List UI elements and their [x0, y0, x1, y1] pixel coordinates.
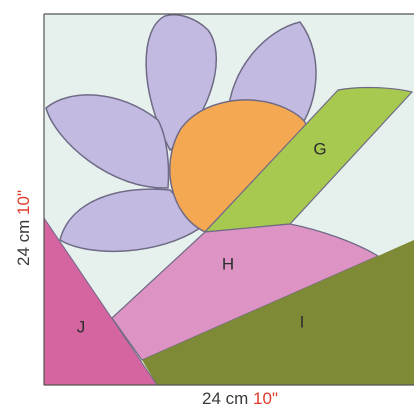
- width-dimension-label: 24 cm 10": [140, 389, 340, 409]
- piece-h: [111, 223, 380, 361]
- piece-g: [203, 86, 414, 233]
- height-dimension-label: 24 cm 10": [14, 128, 34, 328]
- height-metric: 24 cm: [14, 219, 33, 266]
- label-j: J: [77, 317, 86, 336]
- width-metric: 24 cm: [202, 389, 249, 408]
- label-h: H: [222, 254, 234, 273]
- width-imperial: 10": [253, 389, 278, 408]
- label-i: I: [300, 312, 305, 331]
- piece-i: [142, 240, 414, 385]
- flower-center: [169, 99, 307, 233]
- label-g: G: [313, 139, 326, 158]
- height-imperial: 10": [14, 190, 33, 215]
- petal-left: [45, 94, 170, 189]
